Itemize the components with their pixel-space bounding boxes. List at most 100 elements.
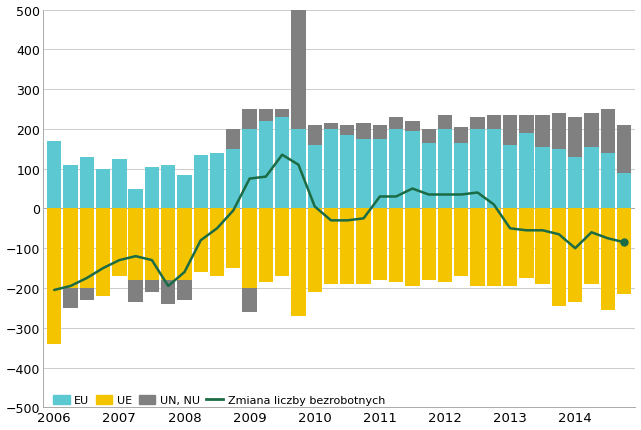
Bar [96, 209, 110, 296]
Bar [242, 129, 257, 209]
Bar [617, 126, 631, 173]
Bar [552, 114, 566, 149]
Bar [63, 165, 78, 209]
Bar [210, 154, 224, 209]
Bar [470, 129, 485, 209]
Bar [601, 110, 615, 154]
Bar [178, 209, 192, 280]
Bar [568, 157, 583, 209]
Bar [438, 129, 452, 209]
Bar [568, 118, 583, 157]
Bar [356, 123, 370, 139]
Bar [422, 144, 436, 209]
Bar [259, 110, 273, 122]
Bar [372, 139, 387, 209]
Bar [503, 209, 517, 286]
Bar [161, 280, 176, 304]
Bar [454, 144, 469, 209]
Bar [585, 114, 599, 147]
Bar [112, 209, 126, 276]
Bar [340, 209, 354, 284]
Bar [226, 129, 240, 149]
Bar [226, 149, 240, 209]
Bar [356, 139, 370, 209]
Bar [291, 0, 306, 129]
Bar [601, 154, 615, 209]
Bar [487, 129, 501, 209]
Bar [210, 209, 224, 276]
Bar [372, 209, 387, 280]
Bar [454, 209, 469, 276]
Bar [47, 209, 62, 344]
Bar [503, 116, 517, 145]
Bar [519, 209, 533, 278]
Bar [617, 173, 631, 209]
Bar [47, 141, 62, 209]
Bar [112, 160, 126, 209]
Bar [601, 209, 615, 310]
Bar [145, 280, 159, 292]
Bar [389, 129, 403, 209]
Bar [585, 209, 599, 284]
Bar [178, 280, 192, 300]
Bar [275, 118, 289, 209]
Bar [405, 132, 420, 209]
Bar [568, 209, 583, 302]
Bar [308, 209, 322, 292]
Bar [242, 110, 257, 129]
Bar [372, 126, 387, 139]
Bar [242, 209, 257, 288]
Bar [194, 209, 208, 273]
Bar [324, 123, 338, 129]
Bar [487, 116, 501, 129]
Bar [178, 175, 192, 209]
Bar [324, 209, 338, 284]
Bar [63, 209, 78, 288]
Bar [308, 126, 322, 145]
Bar [340, 126, 354, 135]
Bar [535, 209, 550, 284]
Bar [503, 145, 517, 209]
Bar [470, 209, 485, 286]
Legend: EU, UE, UN, NU, Zmiana liczby bezrobotnych: EU, UE, UN, NU, Zmiana liczby bezrobotny… [48, 390, 389, 410]
Bar [161, 209, 176, 280]
Bar [291, 129, 306, 209]
Bar [519, 116, 533, 134]
Bar [405, 122, 420, 132]
Bar [389, 118, 403, 129]
Bar [128, 280, 143, 302]
Bar [340, 135, 354, 209]
Bar [145, 167, 159, 209]
Bar [454, 128, 469, 144]
Bar [585, 147, 599, 209]
Bar [161, 165, 176, 209]
Bar [422, 209, 436, 280]
Bar [487, 209, 501, 286]
Bar [617, 209, 631, 294]
Bar [389, 209, 403, 283]
Bar [422, 129, 436, 144]
Bar [145, 209, 159, 280]
Bar [308, 145, 322, 209]
Bar [438, 116, 452, 129]
Bar [242, 288, 257, 312]
Bar [552, 149, 566, 209]
Bar [259, 122, 273, 209]
Bar [535, 147, 550, 209]
Bar [356, 209, 370, 284]
Bar [535, 116, 550, 147]
Bar [275, 209, 289, 276]
Bar [194, 155, 208, 209]
Bar [259, 209, 273, 283]
Bar [79, 209, 94, 288]
Bar [79, 157, 94, 209]
Bar [63, 288, 78, 308]
Bar [128, 189, 143, 209]
Bar [226, 209, 240, 268]
Bar [324, 129, 338, 209]
Bar [405, 209, 420, 286]
Bar [291, 209, 306, 316]
Bar [79, 288, 94, 300]
Bar [519, 134, 533, 209]
Bar [275, 110, 289, 118]
